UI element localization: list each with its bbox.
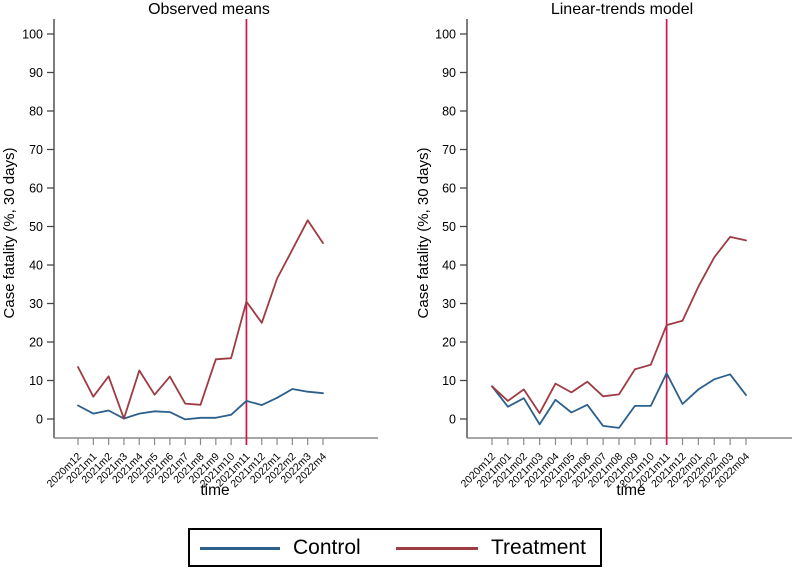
y-tick-label: 10 (29, 374, 43, 388)
y-tick-label: 20 (29, 336, 43, 350)
left-x-axis-title: time (200, 482, 230, 499)
y-tick-label: 100 (22, 28, 43, 42)
y-tick-label: 90 (442, 66, 456, 80)
right-y-axis-title: Case fatality (%, 30 days) (415, 147, 432, 319)
y-tick-label: 30 (442, 297, 456, 311)
y-tick-label: 60 (29, 182, 43, 196)
legend-label-control: Control (293, 536, 361, 559)
right-x-axis-title: time (616, 482, 646, 499)
panel-0: 01020304050607080901002020m122021m12021m… (22, 19, 378, 490)
legend-label-treatment: Treatment (491, 536, 586, 559)
y-tick-label: 70 (29, 143, 43, 157)
right-panel-title: Linear-trends model (550, 1, 694, 18)
left-panel-title: Observed means (148, 1, 270, 18)
y-tick-label: 40 (442, 259, 456, 273)
y-tick-label: 0 (36, 413, 43, 427)
y-tick-label: 80 (29, 105, 43, 119)
y-tick-label: 100 (435, 28, 456, 42)
y-tick-label: 20 (442, 336, 456, 350)
treatment-line (77, 219, 324, 420)
legend: Control Treatment (188, 528, 602, 567)
y-tick-label: 50 (442, 220, 456, 234)
y-tick-label: 30 (29, 297, 43, 311)
treatment-line (491, 235, 747, 415)
y-tick-label: 10 (442, 374, 456, 388)
y-tick-label: 40 (29, 259, 43, 273)
y-tick-label: 60 (442, 182, 456, 196)
charts-svg: 01020304050607080901002020m122021m12021m… (22, 19, 792, 490)
y-tick-label: 50 (29, 220, 43, 234)
y-tick-label: 80 (442, 105, 456, 119)
left-y-axis-title: Case fatality (%, 30 days) (1, 147, 18, 319)
legend-swatch-0 (200, 546, 280, 550)
y-tick-label: 0 (449, 413, 456, 427)
y-tick-label: 90 (29, 66, 43, 80)
legend-swatch-1 (396, 546, 478, 550)
y-tick-label: 70 (442, 143, 456, 157)
panel-1: 01020304050607080901002020m122021m012021… (435, 19, 792, 490)
control-line (491, 372, 747, 429)
control-line (77, 388, 324, 421)
